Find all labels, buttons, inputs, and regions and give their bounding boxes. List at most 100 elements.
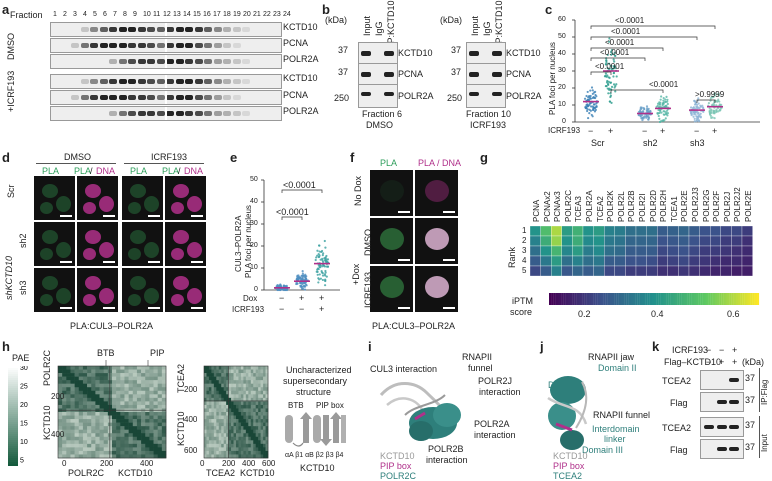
- pae-cell: [265, 447, 269, 452]
- pae-cell: [253, 433, 256, 438]
- blot-band: [80, 79, 89, 84]
- pae-cell: [211, 433, 215, 438]
- pae-cell: [240, 443, 244, 448]
- pae-cell: [95, 429, 100, 434]
- pae-cell: [221, 369, 224, 374]
- col-slash-1: /: [90, 166, 93, 176]
- pae-cell: [66, 443, 71, 448]
- e-dot: [314, 258, 317, 262]
- e-dot: [318, 255, 321, 258]
- pae-cell: [70, 443, 75, 448]
- pae-cell: [62, 454, 67, 459]
- c-dot: [694, 101, 697, 104]
- blot-band: [90, 27, 98, 32]
- pae-cell: [141, 415, 146, 420]
- pae-cell: [223, 408, 227, 413]
- pae-cell: [87, 404, 92, 409]
- heatmap-cell: [667, 255, 679, 267]
- fraction-5: 5: [93, 11, 97, 18]
- c-dot: [594, 108, 597, 112]
- c-dot: [715, 110, 718, 113]
- pae-cell: [99, 394, 104, 399]
- pae-cell: [120, 373, 125, 377]
- c-dot: [696, 112, 700, 115]
- marker-250: 250: [334, 93, 350, 103]
- pae-cell: [208, 408, 212, 413]
- pae-cell: [233, 366, 237, 370]
- pae-cell: [136, 376, 142, 381]
- pae-cell: [78, 373, 84, 377]
- pae-cell: [236, 387, 239, 392]
- pae-cell: [74, 397, 80, 402]
- blot-band: [223, 59, 231, 64]
- pae-cell: [136, 450, 142, 455]
- pae-cell: [70, 433, 75, 438]
- pae-cell: [250, 397, 254, 402]
- pae-cell: [258, 426, 261, 430]
- c-dot: [592, 103, 596, 106]
- colorbar-step: [679, 293, 682, 305]
- cul3-interaction: CUL3 interaction: [370, 364, 438, 374]
- blot-band: [80, 95, 89, 100]
- fraction-1: 1: [53, 11, 57, 18]
- c-dot: [699, 104, 702, 107]
- pae-cell: [204, 408, 207, 413]
- pae-cell: [233, 369, 237, 374]
- pae-cell: [128, 366, 134, 370]
- c-pvalue-3: <0.0001: [611, 27, 641, 36]
- c-dot: [612, 83, 616, 86]
- pae-step: [8, 450, 18, 453]
- pae-cell: [216, 440, 220, 445]
- pae-cell: [145, 383, 150, 388]
- pae-cell: [218, 447, 222, 452]
- pae-cell: [260, 415, 264, 420]
- pae-cell: [228, 401, 232, 406]
- c-pvalue-1: <0.0001: [600, 48, 630, 57]
- pae-cell: [218, 394, 222, 399]
- pae-cell: [221, 397, 224, 402]
- e-dot: [315, 256, 318, 259]
- pae-cell: [240, 454, 244, 459]
- heatmap-cell: [551, 235, 562, 247]
- heatmap-cell: [561, 235, 573, 247]
- pae-cell: [253, 408, 256, 413]
- pae-cell: [226, 401, 229, 406]
- h1-ytick-200: 200: [51, 392, 65, 401]
- pae-cell: [260, 404, 264, 409]
- pae-cell: [238, 380, 242, 384]
- pae-cell: [248, 419, 252, 423]
- pae-cell: [265, 415, 269, 420]
- pae-cell: [136, 397, 142, 402]
- heatmap-cell: [688, 235, 700, 247]
- e-dox-sign-1: +: [299, 293, 305, 303]
- pae-cell: [116, 373, 121, 377]
- pae-cell: [132, 373, 138, 377]
- pae-cell: [128, 376, 134, 381]
- heatmap-col-9: POLR2B: [627, 190, 637, 222]
- h1-xtick-0: 0: [62, 459, 67, 468]
- pae-cell: [161, 440, 167, 445]
- pae-cell: [91, 380, 96, 384]
- pae-cell: [82, 436, 88, 441]
- pae-cell: [238, 447, 242, 452]
- k-flag-sign-0: −: [706, 357, 712, 367]
- panel-i-label: i: [368, 339, 372, 354]
- pae-cell: [221, 380, 224, 384]
- c-dot: [592, 96, 595, 99]
- pae-cell: [161, 390, 167, 395]
- heatmap-cell: [720, 245, 732, 257]
- heatmap-cell: [572, 265, 584, 277]
- pae-cell: [128, 415, 134, 420]
- micro-cell: [122, 176, 163, 220]
- c-dot: [665, 111, 668, 114]
- pae-cell: [248, 401, 252, 406]
- pae-cell: [228, 426, 232, 430]
- rank-tick-3: 3: [522, 246, 527, 255]
- panel-g-label: g: [480, 150, 488, 165]
- pae-cell: [216, 390, 220, 395]
- c-dot: [613, 60, 616, 63]
- heatmap-cell: [635, 265, 647, 277]
- pae-step: [8, 436, 18, 439]
- e-dot: [304, 275, 307, 278]
- heatmap-cell: [699, 235, 711, 247]
